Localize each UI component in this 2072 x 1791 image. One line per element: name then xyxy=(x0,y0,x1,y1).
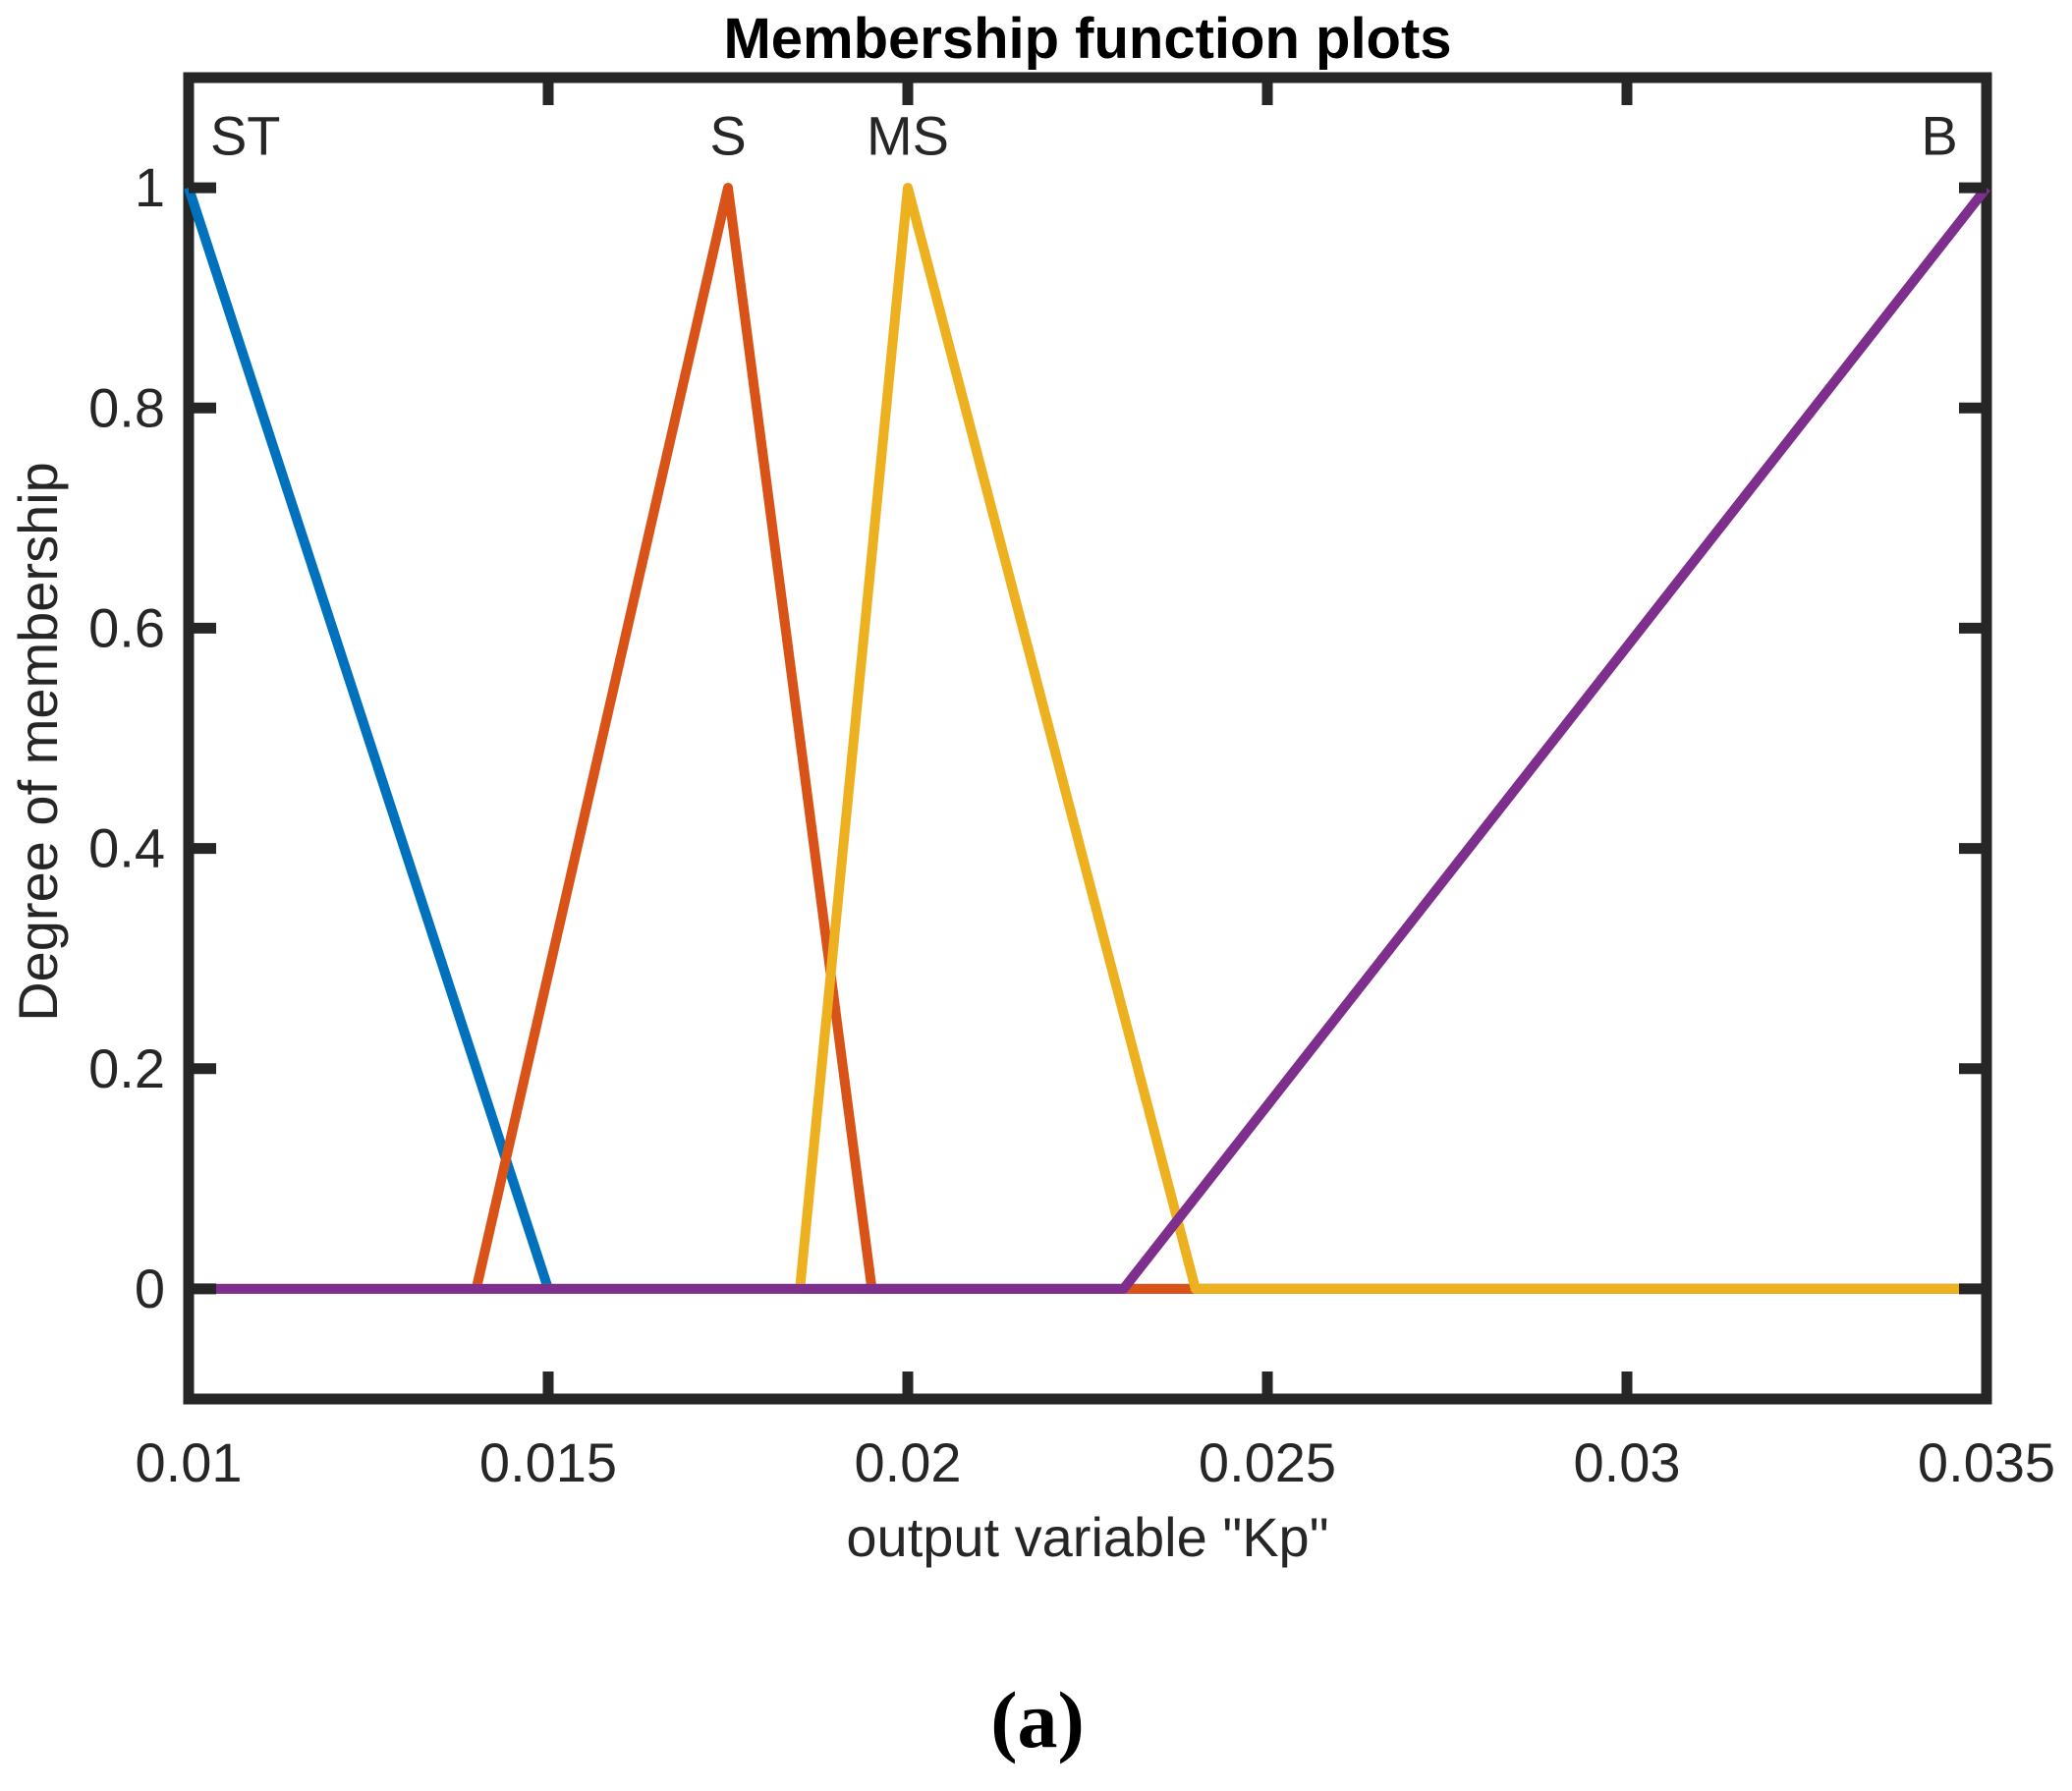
x-tick-label: 0.025 xyxy=(1199,1431,1336,1493)
x-axis-label: output variable "Kp" xyxy=(846,1506,1328,1568)
y-tick-label: 0.6 xyxy=(88,596,165,658)
y-tick-label: 0.2 xyxy=(88,1037,165,1099)
y-tick-label: 0.4 xyxy=(88,817,165,879)
mf-label-MS: MS xyxy=(867,104,949,166)
mf-label-ST: ST xyxy=(210,104,281,166)
x-tick-label: 0.035 xyxy=(1918,1431,2055,1493)
y-tick-label: 0 xyxy=(135,1258,165,1319)
x-tick-label: 0.03 xyxy=(1574,1431,1681,1493)
x-tick-label: 0.01 xyxy=(136,1431,243,1493)
mf-label-S: S xyxy=(709,104,746,166)
y-tick-label: 1 xyxy=(135,156,165,218)
x-tick-label: 0.015 xyxy=(479,1431,617,1493)
plot-border xyxy=(183,72,1992,1405)
series-layer xyxy=(184,183,1990,1294)
figure-caption: (a) xyxy=(990,1675,1085,1764)
mf-curve-B xyxy=(189,185,1990,1294)
y-tick-label: 0.8 xyxy=(88,376,165,438)
mf-label-B: B xyxy=(1921,104,1957,166)
chart-title: Membership function plots xyxy=(723,7,1451,71)
x-tick-label: 0.02 xyxy=(855,1431,962,1493)
y-axis-label: Degree of membership xyxy=(7,462,69,1022)
tick-label-layer: 0.01 0.015 0.02 0.025 0.03 0.035 0 0.2 0.4 0.6 0.8… xyxy=(88,156,2055,1493)
mf-label-layer: ST S MS B xyxy=(210,104,1958,166)
ticks-layer xyxy=(183,78,1992,1399)
